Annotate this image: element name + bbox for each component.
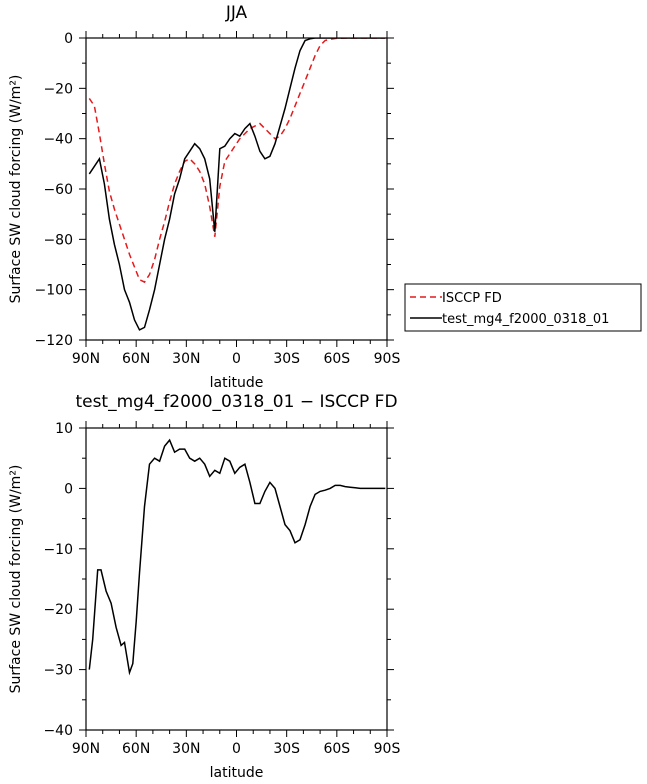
chart-panel-1: JJA 90N 60N 30N 0 30S 60S 90S 0 −20 −40 −60 −80 −100 −… bbox=[8, 3, 642, 391]
legend: ISCCP FD test_mg4_f2000_0318_01 bbox=[404, 283, 642, 332]
legend-box bbox=[404, 283, 642, 332]
x-tick-label: 60N bbox=[122, 741, 150, 757]
x-tick-label: 0 bbox=[232, 351, 241, 367]
y-axis-label: Surface SW cloud forcing (W/m²) bbox=[8, 75, 24, 304]
y-tick-label: −20 bbox=[43, 81, 73, 97]
y-tick-label: −60 bbox=[43, 182, 73, 198]
x-tick-label: 30S bbox=[273, 741, 300, 757]
y-tick-label: −40 bbox=[43, 723, 73, 739]
y-axis-label: Surface SW cloud forcing (W/m²) bbox=[8, 465, 24, 694]
y-tick-label: −10 bbox=[43, 542, 73, 558]
y-tick-label: −120 bbox=[35, 333, 73, 349]
x-tick-label: 90S bbox=[374, 741, 401, 757]
x-tick-label: 90N bbox=[72, 741, 100, 757]
x-tick-label: 30S bbox=[273, 351, 300, 367]
plot-frame bbox=[85, 427, 388, 731]
x-tick-label: 90S bbox=[374, 351, 401, 367]
chart-title: test_mg4_f2000_0318_01 − ISCCP FD bbox=[75, 392, 397, 412]
x-axis-label: latitude bbox=[210, 765, 264, 781]
series-line-2 bbox=[88, 38, 386, 331]
legend-label-2: test_mg4_f2000_0318_01 bbox=[442, 312, 609, 327]
series-line-1 bbox=[88, 438, 386, 676]
x-axis-label: latitude bbox=[210, 375, 264, 391]
y-tick-label: 0 bbox=[64, 31, 73, 47]
legend-label-1: ISCCP FD bbox=[442, 291, 502, 306]
chart-title: JJA bbox=[225, 3, 248, 23]
x-tick-label: 60S bbox=[323, 351, 350, 367]
y-tick-label: 10 bbox=[55, 421, 73, 437]
x-tick-label: 0 bbox=[232, 741, 241, 757]
x-tick-label: 90N bbox=[72, 351, 100, 367]
x-tick-label: 30N bbox=[172, 741, 200, 757]
y-tick-label: −100 bbox=[35, 283, 73, 299]
y-tick-label: −80 bbox=[43, 232, 73, 248]
y-tick-label: −30 bbox=[43, 663, 73, 679]
series-line-1 bbox=[88, 38, 386, 284]
x-tick-label: 30N bbox=[172, 351, 200, 367]
x-tick-label: 60S bbox=[323, 741, 350, 757]
y-tick-label: −20 bbox=[43, 602, 73, 618]
plot-frame bbox=[85, 37, 388, 341]
x-tick-label: 60N bbox=[122, 351, 150, 367]
y-tick-label: −40 bbox=[43, 132, 73, 148]
chart-panel-2: test_mg4_f2000_0318_01 − ISCCP FD 90N 60N 3… bbox=[8, 392, 400, 781]
y-tick-label: 0 bbox=[64, 481, 73, 497]
